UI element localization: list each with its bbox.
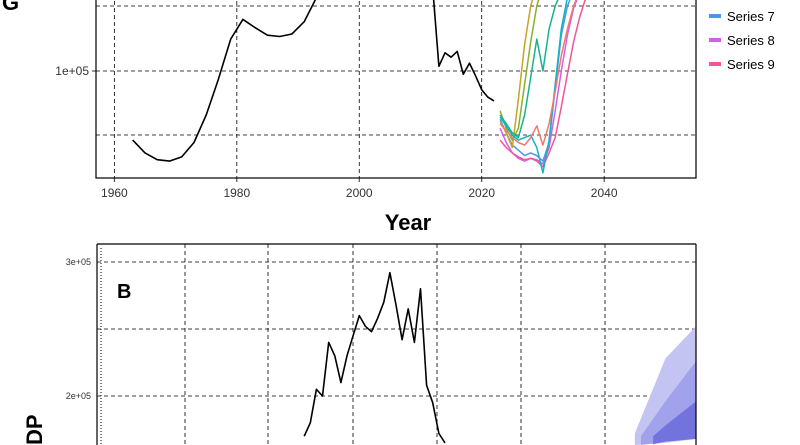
forecast-band: [653, 401, 696, 445]
y-tick-label: 1e+05: [55, 64, 89, 78]
legend-label: Series 8: [727, 33, 775, 48]
panel-a-grid: [96, 0, 696, 178]
panel-b: 2e+05 3e+05 B DP: [22, 243, 697, 445]
panel-b-grid: [97, 244, 696, 445]
y-tick-label: 2e+05: [66, 391, 91, 401]
panel-b-ticks: 2e+05 3e+05: [66, 257, 91, 401]
projection-line: [499, 0, 534, 149]
projection-line: [499, 0, 540, 141]
panel-a-lines: [132, 0, 586, 174]
legend-label: Series 7: [727, 9, 775, 24]
panel-b-tag: B: [117, 281, 131, 303]
projection-line: [499, 0, 559, 139]
x-tick-label: 1980: [223, 186, 250, 200]
panel-b-forecast-bands: [634, 326, 696, 445]
projection-line: [499, 0, 577, 146]
legend-swatch: [709, 62, 721, 66]
panel-a: G Year 1960 1980 2000 2020 2040 1e+05 Series …: [2, 0, 775, 235]
x-tick-label: 2020: [468, 186, 495, 200]
x-tick-label: 1960: [101, 186, 128, 200]
legend-label: Series 9: [727, 57, 775, 72]
panel-b-y-axis-label: DP: [22, 414, 47, 445]
panel-a-frame: [95, 0, 697, 179]
historical-line: [132, 0, 317, 162]
legend-swatch: [709, 14, 721, 18]
historical-line: [432, 0, 495, 102]
projection-line: [499, 0, 568, 174]
projection-line: [499, 0, 586, 168]
panel-a-y-axis-label: G: [2, 0, 19, 15]
x-tick-label: 2000: [346, 186, 373, 200]
x-tick-label: 2040: [591, 186, 618, 200]
panel-a-x-axis-label: Year: [385, 210, 432, 235]
y-tick-label: 3e+05: [66, 257, 91, 267]
panel-b-lines: [303, 271, 446, 444]
historical-line: [303, 271, 446, 444]
legend-swatch: [709, 38, 721, 42]
panel-a-ticks: 1960 1980 2000 2020 2040 1e+05: [55, 64, 618, 200]
legend: Series 7 Series 8 Series 9: [709, 9, 775, 72]
